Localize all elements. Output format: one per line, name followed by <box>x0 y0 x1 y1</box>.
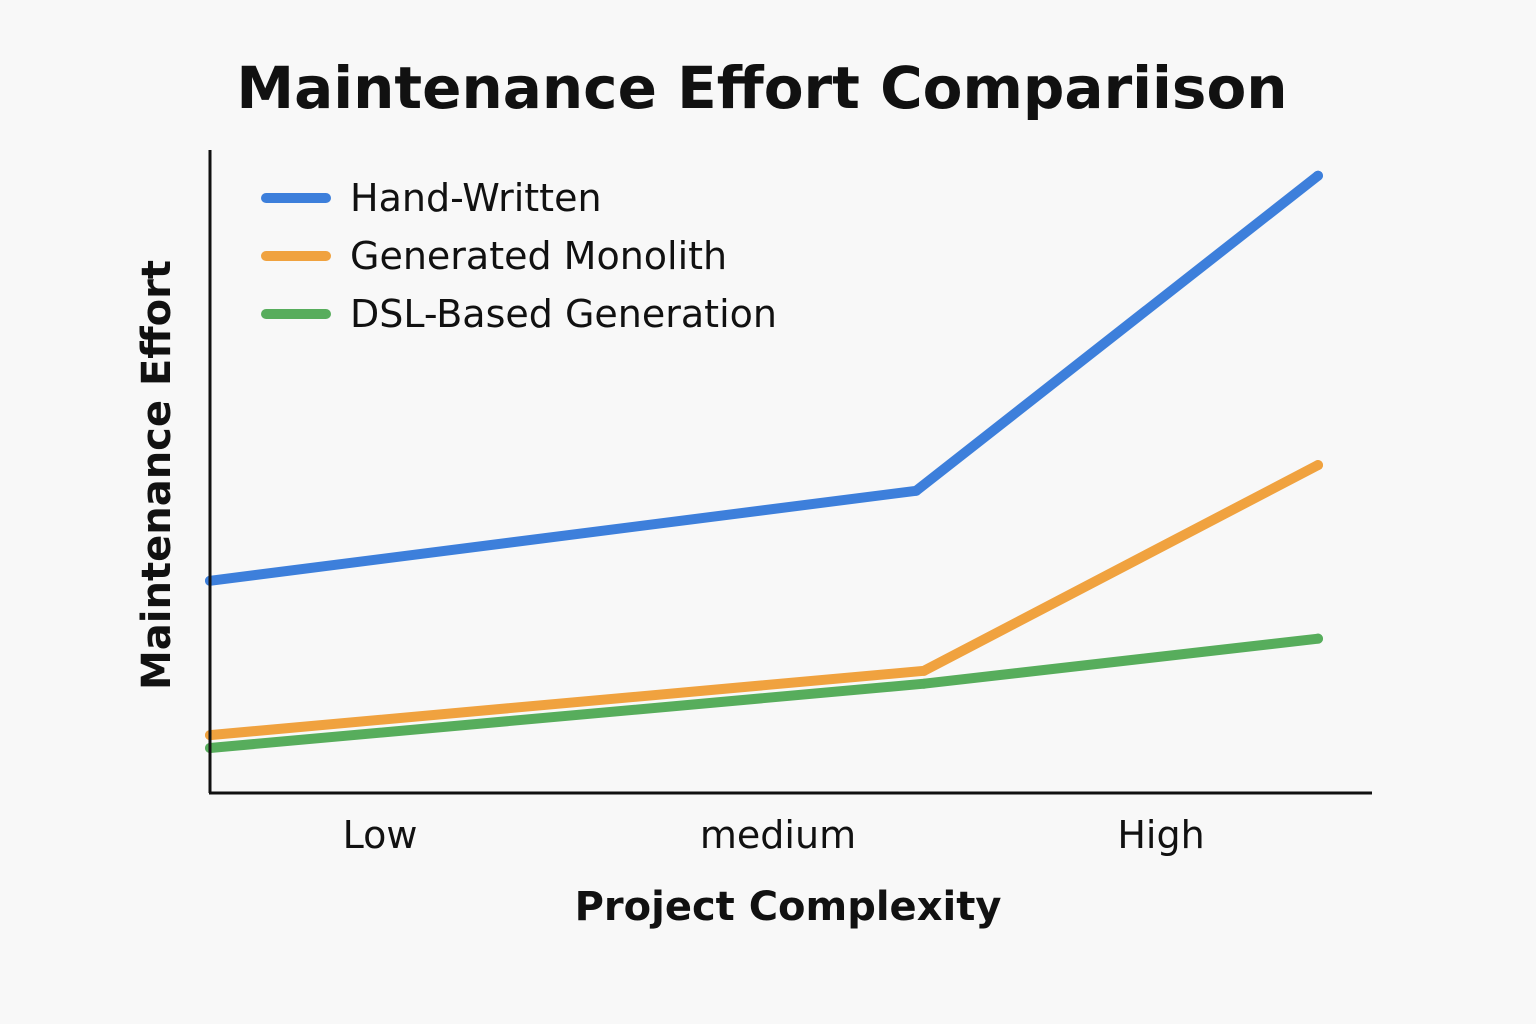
x-tick-labels: Low medium High <box>343 813 1205 857</box>
legend-label-hand-written: Hand-Written <box>350 176 602 220</box>
data-point-generated-monolith-2 <box>1313 460 1323 471</box>
series-line-dsl-based-generation <box>205 633 1323 753</box>
chart-title: Maintenance Effort Compariison <box>236 54 1287 122</box>
data-point-dsl-based-generation-2 <box>1313 633 1323 644</box>
legend-label-generated-monolith: Generated Monolith <box>350 234 727 278</box>
data-point-hand-written-2 <box>1313 170 1323 181</box>
x-tick-label-low: Low <box>343 813 418 857</box>
data-point-hand-written-1 <box>911 485 922 496</box>
x-tick-label-medium: medium <box>700 813 856 857</box>
data-point-generated-monolith-1 <box>918 665 929 676</box>
y-axis-label: Maintenance Effort <box>134 260 180 690</box>
x-axis-label: Project Complexity <box>575 884 1002 930</box>
legend: Hand-Written Generated Monolith DSL-Based … <box>261 176 777 336</box>
series-layer <box>205 170 1323 753</box>
data-point-dsl-based-generation-1 <box>918 678 929 689</box>
x-tick-label-high: High <box>1117 813 1204 857</box>
legend-label-dsl-based-generation: DSL-Based Generation <box>350 292 777 336</box>
